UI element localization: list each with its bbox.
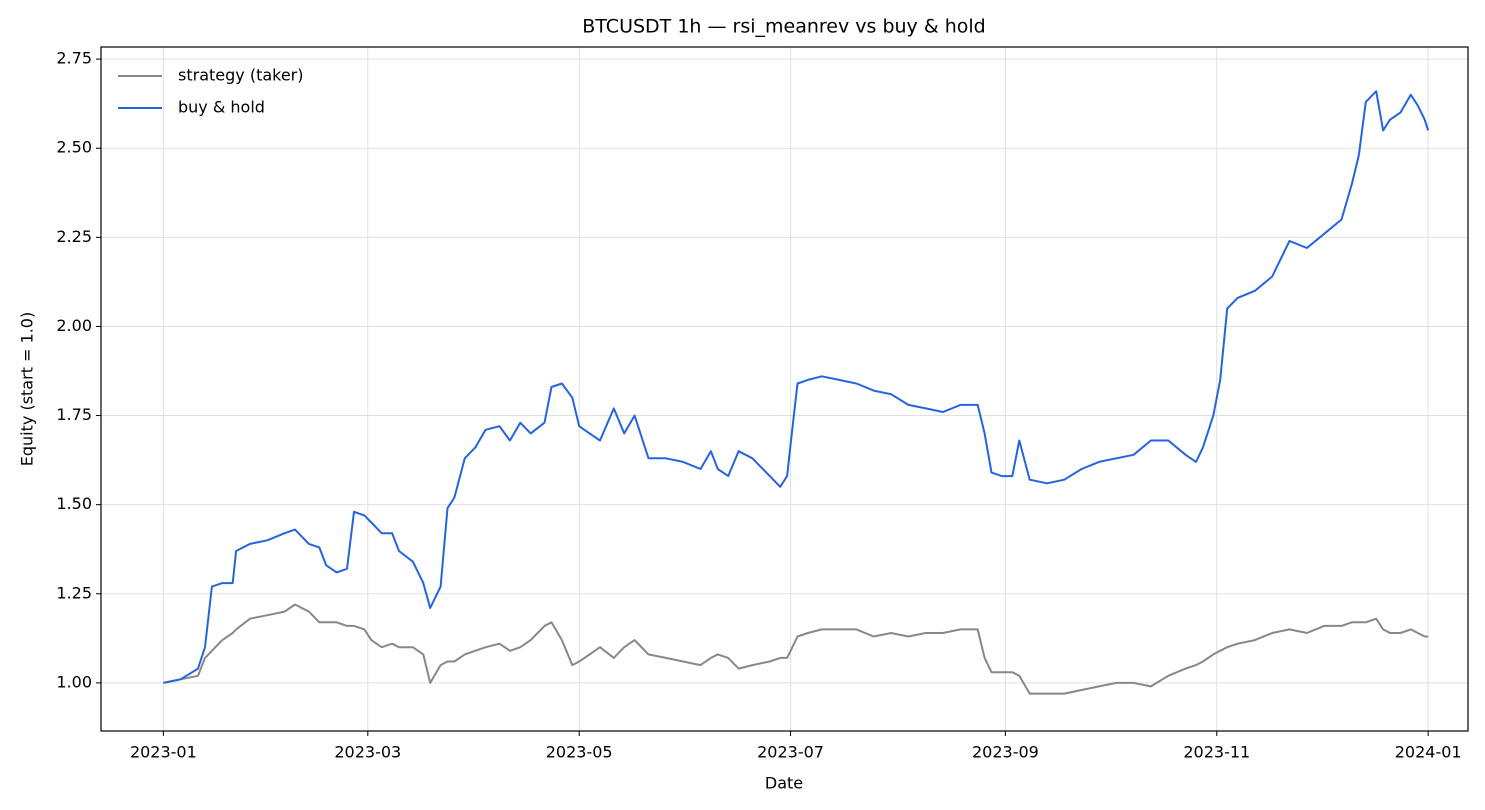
y-tick-label: 1.75 (56, 405, 92, 424)
x-tick-label: 2023-03 (334, 743, 401, 762)
y-tick-label: 2.00 (56, 316, 92, 335)
y-tick-label: 1.25 (56, 583, 92, 602)
series-line (163, 603, 1429, 695)
series-line (163, 90, 1430, 684)
y-tick-label: 1.50 (56, 494, 92, 513)
grid (101, 47, 1468, 731)
x-tick-label: 2023-01 (130, 743, 197, 762)
x-tick-label: 2023-11 (1183, 743, 1250, 762)
x-axis-label: Date (765, 774, 803, 793)
y-tick-label: 2.25 (56, 227, 92, 246)
y-tick-label: 2.50 (56, 138, 92, 157)
y-axis-label: Equity (start = 1.0) (18, 312, 37, 466)
legend-label: strategy (taker) (178, 66, 304, 85)
x-tick-label: 2024-01 (1395, 743, 1462, 762)
x-tick-label: 2023-09 (972, 743, 1039, 762)
y-tick-label: 1.00 (56, 672, 92, 691)
y-tick-label: 2.75 (56, 49, 92, 68)
plot-frame (100, 46, 1469, 732)
x-tick-label: 2023-05 (546, 743, 613, 762)
chart-title: BTCUSDT 1h — rsi_meanrev vs buy & hold (582, 16, 985, 38)
plot-lines (163, 90, 1430, 695)
x-tick-label: 2023-07 (757, 743, 824, 762)
legend-label: buy & hold (178, 98, 265, 117)
